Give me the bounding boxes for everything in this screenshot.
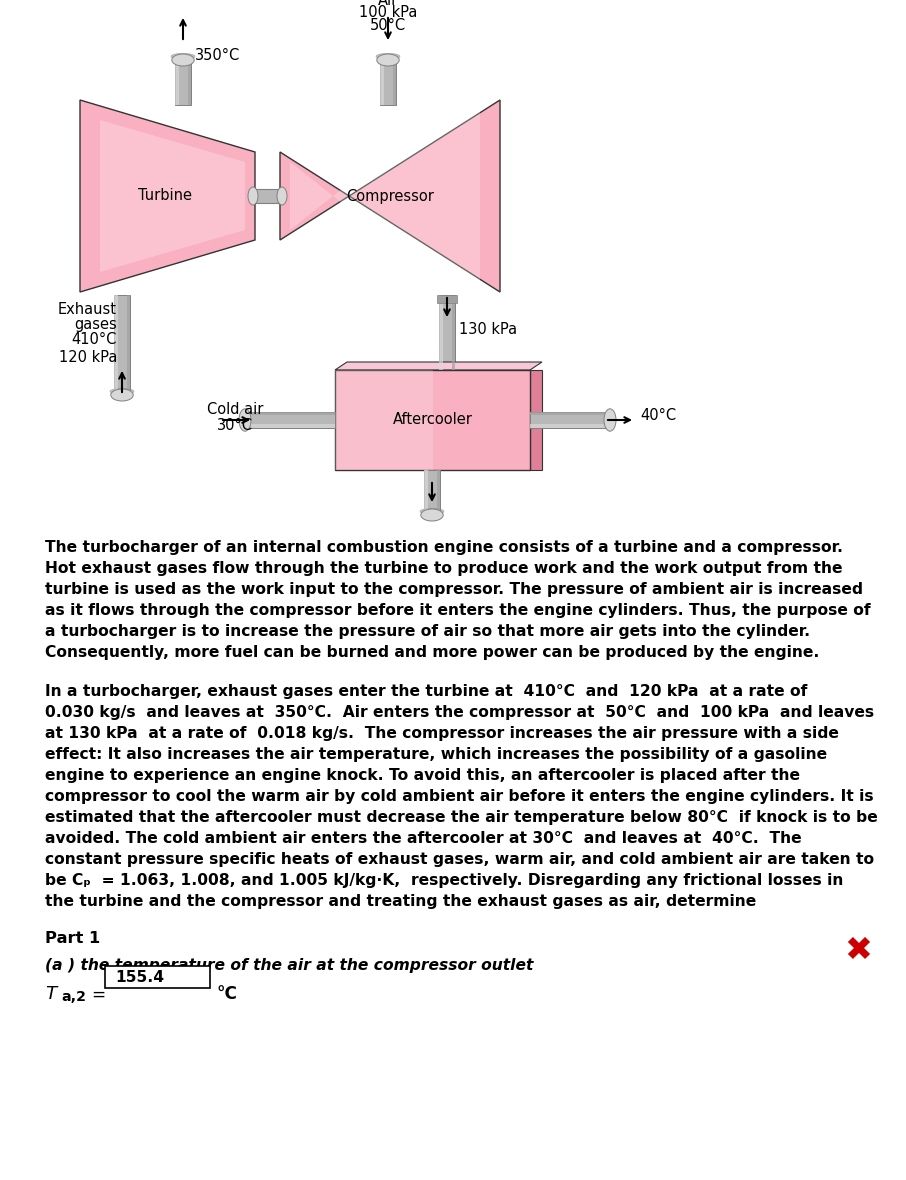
Bar bbox=[393, 60, 396, 105]
Ellipse shape bbox=[420, 509, 443, 522]
Bar bbox=[335, 371, 530, 470]
Text: avoided. The cold ambient air enters the aftercooler at 30°C  and leaves at  40°: avoided. The cold ambient air enters the… bbox=[45, 831, 802, 846]
Bar bbox=[530, 412, 610, 415]
Text: engine to experience an engine knock. To avoid this, an aftercooler is placed af: engine to experience an engine knock. To… bbox=[45, 768, 800, 784]
Ellipse shape bbox=[277, 186, 287, 205]
Bar bbox=[439, 295, 443, 371]
Bar bbox=[114, 295, 118, 395]
Ellipse shape bbox=[171, 53, 195, 59]
Ellipse shape bbox=[377, 54, 400, 66]
Text: a,2: a,2 bbox=[61, 990, 86, 1004]
Bar bbox=[188, 60, 191, 105]
Text: Consequently, more fuel can be burned and more power can be produced by the engi: Consequently, more fuel can be burned an… bbox=[45, 645, 819, 660]
Bar bbox=[245, 412, 335, 415]
Bar bbox=[245, 412, 335, 428]
Ellipse shape bbox=[248, 186, 258, 205]
Bar bbox=[530, 371, 542, 470]
Text: $T$: $T$ bbox=[45, 985, 60, 1003]
Text: Exhaust: Exhaust bbox=[58, 302, 117, 317]
Text: In a turbocharger, exhaust gases enter the turbine at  410°C  and  120 kPa  at a: In a turbocharger, exhaust gases enter t… bbox=[45, 684, 807, 699]
Bar bbox=[105, 966, 210, 988]
Text: Aftercooler: Aftercooler bbox=[392, 413, 472, 427]
Text: ✖: ✖ bbox=[844, 935, 872, 966]
Polygon shape bbox=[100, 120, 245, 273]
Bar bbox=[424, 470, 440, 514]
Text: 40°C: 40°C bbox=[640, 407, 676, 422]
Ellipse shape bbox=[110, 388, 134, 394]
Text: Air: Air bbox=[378, 0, 398, 8]
Text: 30°C: 30°C bbox=[217, 418, 253, 433]
Text: Turbine: Turbine bbox=[138, 189, 192, 203]
Ellipse shape bbox=[172, 54, 194, 66]
Polygon shape bbox=[80, 100, 255, 291]
Bar bbox=[424, 470, 428, 514]
Bar bbox=[439, 295, 455, 371]
Text: Part 1: Part 1 bbox=[45, 931, 101, 946]
Ellipse shape bbox=[239, 408, 251, 431]
Bar bbox=[127, 295, 130, 395]
Bar bbox=[114, 295, 130, 395]
Text: Hot exhaust gases flow through the turbine to produce work and the work output f: Hot exhaust gases flow through the turbi… bbox=[45, 560, 843, 576]
Text: 350°C: 350°C bbox=[195, 47, 240, 63]
Polygon shape bbox=[335, 362, 542, 371]
Text: 100 kPa: 100 kPa bbox=[359, 5, 417, 20]
Polygon shape bbox=[280, 100, 500, 291]
Text: (a ) the temperature of the air at the compressor outlet: (a ) the temperature of the air at the c… bbox=[45, 958, 534, 974]
Bar bbox=[175, 60, 179, 105]
Ellipse shape bbox=[111, 389, 133, 401]
Text: turbine is used as the work input to the compressor. The pressure of ambient air: turbine is used as the work input to the… bbox=[45, 582, 863, 597]
Text: 0.030 kg/s  and leaves at  350°C.  Air enters the compressor at  50°C  and  100 : 0.030 kg/s and leaves at 350°C. Air ente… bbox=[45, 704, 874, 720]
Bar bbox=[335, 371, 432, 470]
Polygon shape bbox=[290, 80, 480, 312]
Text: 120 kPa: 120 kPa bbox=[59, 349, 117, 365]
Text: a turbocharger is to increase the pressure of air so that more air gets into the: a turbocharger is to increase the pressu… bbox=[45, 624, 810, 640]
Ellipse shape bbox=[604, 408, 616, 431]
Bar bbox=[437, 295, 457, 303]
Text: compressor to cool the warm air by cold ambient air before it enters the engine : compressor to cool the warm air by cold … bbox=[45, 789, 873, 804]
Text: the turbine and the compressor and treating the exhaust gases as air, determine: the turbine and the compressor and treat… bbox=[45, 894, 757, 909]
Text: 50°C: 50°C bbox=[370, 18, 406, 33]
Text: be Cₚ  = 1.063, 1.008, and 1.005 kJ/kg·K,  respectively. Disregarding any fricti: be Cₚ = 1.063, 1.008, and 1.005 kJ/kg·K,… bbox=[45, 873, 843, 889]
Text: $=$: $=$ bbox=[88, 985, 106, 1003]
Ellipse shape bbox=[420, 509, 444, 514]
Bar bbox=[530, 412, 610, 428]
Text: gases: gases bbox=[74, 317, 117, 333]
Text: 155.4: 155.4 bbox=[115, 970, 165, 984]
Bar bbox=[245, 424, 335, 428]
Text: 410°C: 410°C bbox=[72, 333, 117, 347]
Text: Compressor: Compressor bbox=[346, 189, 434, 203]
Text: constant pressure specific heats of exhaust gases, warm air, and cold ambient ai: constant pressure specific heats of exha… bbox=[45, 852, 874, 867]
Ellipse shape bbox=[376, 53, 400, 59]
Text: estimated that the aftercooler must decrease the air temperature below 80°C  if : estimated that the aftercooler must decr… bbox=[45, 809, 878, 825]
Bar bbox=[437, 470, 440, 514]
Text: The turbocharger of an internal combustion engine consists of a turbine and a co: The turbocharger of an internal combusti… bbox=[45, 540, 843, 555]
Bar bbox=[380, 60, 396, 105]
Text: as it flows through the compressor before it enters the engine cylinders. Thus, : as it flows through the compressor befor… bbox=[45, 603, 871, 618]
Text: at 130 kPa  at a rate of  0.018 kg/s.  The compressor increases the air pressure: at 130 kPa at a rate of 0.018 kg/s. The … bbox=[45, 726, 839, 741]
Text: 130 kPa: 130 kPa bbox=[459, 322, 517, 337]
Bar bbox=[380, 60, 384, 105]
Bar bbox=[530, 424, 610, 428]
Bar bbox=[452, 295, 455, 371]
Bar bbox=[175, 60, 191, 105]
Text: Cold air: Cold air bbox=[207, 402, 263, 418]
Bar bbox=[253, 189, 282, 203]
Text: effect: It also increases the air temperature, which increases the possibility o: effect: It also increases the air temper… bbox=[45, 747, 827, 762]
Text: °C: °C bbox=[217, 985, 238, 1003]
